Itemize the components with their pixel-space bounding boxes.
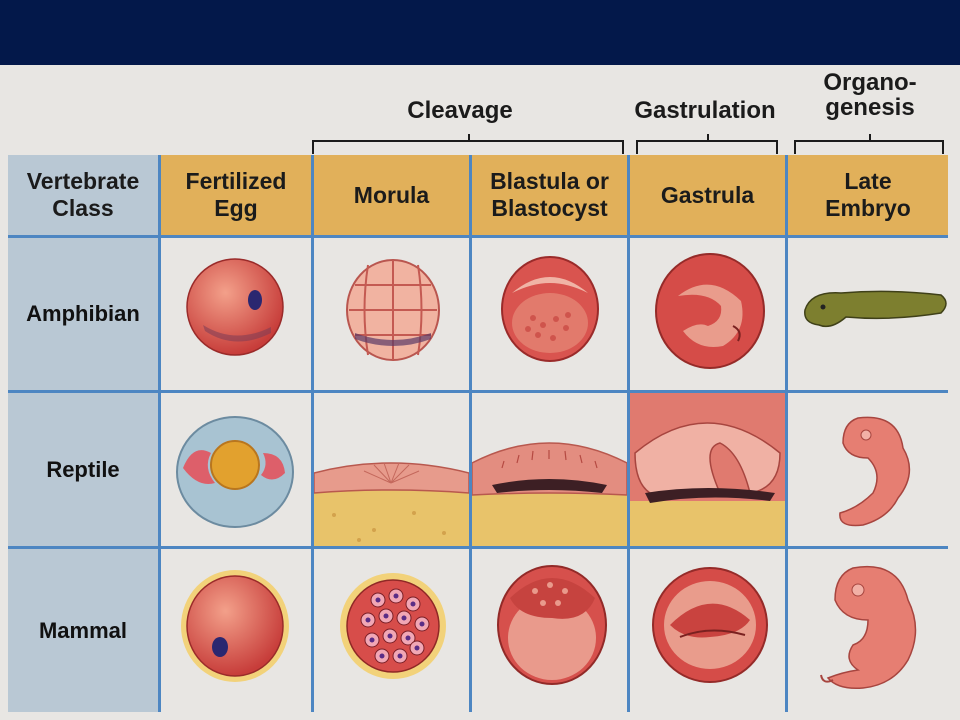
reptile-late-embryo-image [828, 413, 918, 531]
grid-line [627, 155, 630, 712]
grid-line [8, 546, 948, 549]
organogenesis-label: Organo- genesis [823, 69, 917, 121]
header-gastrula: Gastrula [630, 155, 785, 235]
reptile-blastula-image [472, 423, 627, 546]
mammal-late-embryo-image [813, 560, 928, 695]
reptile-fertilized-egg-image [173, 413, 298, 531]
header-vertebrate-class: Vertebrate Class [8, 155, 158, 235]
amphibian-late-embryo-image [801, 285, 951, 335]
grid-line [785, 155, 788, 712]
row-label-amphibian: Amphibian [8, 238, 158, 390]
amphibian-fertilized-egg-image [183, 255, 288, 360]
cleavage-bracket [312, 134, 624, 154]
gastrulation-label: Gastrulation [634, 97, 776, 124]
organogenesis-bracket [794, 134, 944, 154]
development-table: Vertebrate Class Fertilized Egg Morula Bla… [8, 155, 948, 712]
mammal-morula-image [338, 570, 448, 682]
grid-line [8, 390, 948, 393]
reptile-morula-image [314, 445, 469, 546]
amphibian-morula-image [343, 255, 443, 365]
mammal-blastocyst-image [495, 563, 610, 688]
header-fertilized-egg: Fertilized Egg [161, 155, 311, 235]
reptile-gastrula-image [630, 393, 785, 546]
mammal-gastrula-image [650, 565, 770, 685]
amphibian-blastula-image [498, 253, 603, 365]
grid-line [158, 155, 161, 712]
row-label-reptile: Reptile [8, 393, 158, 546]
row-label-mammal: Mammal [8, 549, 158, 712]
header-late-embryo: Late Embryo [788, 155, 948, 235]
title-bar [0, 0, 960, 65]
amphibian-gastrula-image [653, 251, 768, 371]
header-blastula: Blastula or Blastocyst [472, 155, 627, 235]
header-morula: Morula [314, 155, 469, 235]
mammal-fertilized-egg-image [178, 567, 293, 685]
cleavage-label: Cleavage [407, 97, 513, 124]
gastrulation-bracket [636, 134, 778, 154]
grid-line [311, 155, 314, 712]
grid-line [469, 155, 472, 712]
grid-line [8, 235, 948, 238]
